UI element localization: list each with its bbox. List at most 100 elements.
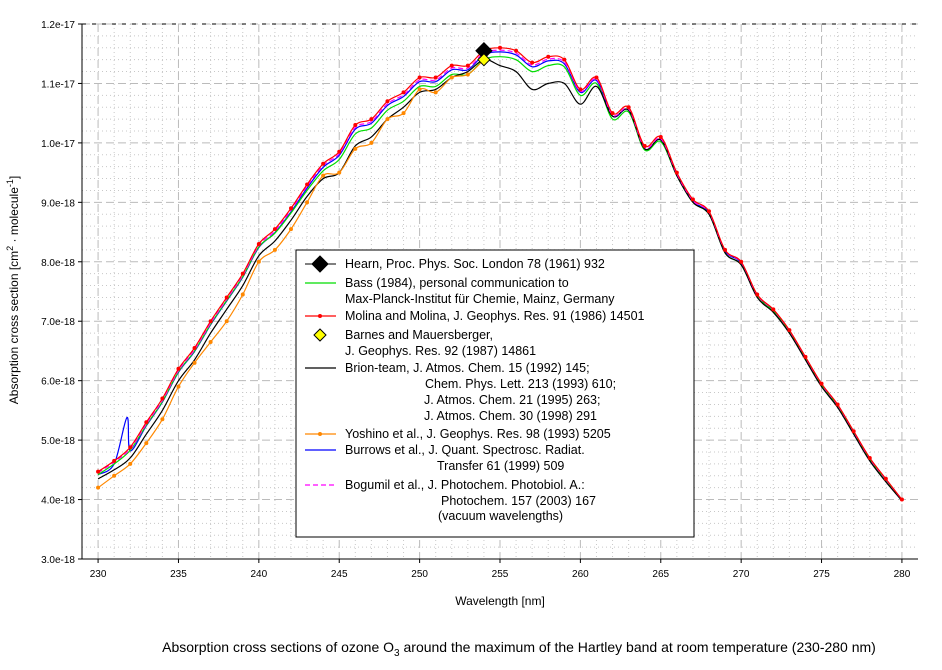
x-tick-label: 280	[894, 569, 911, 580]
series-molina-and-molina-point	[867, 455, 872, 460]
x-tick-label: 245	[331, 569, 348, 580]
series-molina-and-molina-point	[433, 75, 438, 80]
series-yoshino-et-al-point	[385, 117, 390, 122]
legend-entry-yoshino-et-al: Yoshino et al., J. Geophys. Res. 98 (199…	[305, 427, 611, 441]
axes: 230 235 240 245 250 255 260 265 270 275 280 3.0e-18…	[41, 20, 918, 580]
series-yoshino-et-al-point	[337, 170, 342, 175]
legend-label: Bass (1984), personal communication to	[345, 276, 569, 290]
x-tick-label: 270	[733, 569, 750, 580]
legend-label: Chem. Phys. Lett. 213 (1993) 610;	[425, 377, 616, 391]
y-tick-label: 5.0e-18	[41, 436, 75, 447]
series-molina-and-molina-point	[883, 476, 888, 481]
legend-label: Molina and Molina, J. Geophys. Res. 91 (…	[345, 309, 645, 323]
series-brion-team-line	[97, 58, 903, 502]
legend-label: Max-Planck-Institut für Chemie, Mainz, G…	[345, 292, 615, 306]
y-axis-label-text: · molecule	[7, 187, 21, 246]
x-tick-label: 235	[170, 569, 187, 580]
series-molina-and-molina-point	[96, 469, 101, 474]
x-tick-label: 275	[813, 569, 830, 580]
series-molina-and-molina-point	[755, 292, 760, 297]
legend-swatch-dot	[318, 432, 322, 436]
legend: Hearn, Proc. Phys. Soc. London 78 (1961)…	[295, 249, 695, 538]
series-bass-line	[97, 56, 903, 500]
series-molina-and-molina-point	[578, 87, 583, 92]
series-yoshino-et-al-point	[208, 340, 213, 345]
series-yoshino-et-al-point	[417, 87, 422, 92]
series-yoshino-et-al-point	[176, 384, 181, 389]
y-axis-label-sup: -1	[5, 179, 15, 187]
chart-title-text: Absorption cross sections of ozone O	[162, 639, 394, 655]
y-tick-label: 6.0e-18	[41, 377, 75, 388]
legend-swatch-dot	[318, 314, 322, 318]
series-molina-and-molina-point	[787, 328, 792, 333]
series-molina-and-molina-point	[289, 206, 293, 211]
series-molina-and-molina-point	[417, 75, 422, 80]
legend-label: J. Atmos. Chem. 21 (1995) 263;	[424, 393, 600, 407]
series-yoshino-et-al-point	[449, 75, 454, 80]
y-axis-label-text: ]	[7, 176, 21, 179]
legend-entry-burrows-et-al: Burrows et al., J. Quant. Spectrosc. Rad…	[305, 443, 585, 473]
series-molina-and-molina-point	[144, 420, 149, 425]
series-yoshino-et-al-point	[401, 111, 406, 116]
series-yoshino-et-al-point	[96, 485, 101, 490]
series-molina-and-molina-point	[385, 99, 390, 104]
series-molina-and-molina-point	[305, 182, 310, 187]
grid	[82, 23, 918, 560]
y-axis-label-sup: 2	[5, 246, 15, 251]
series-molina-and-molina-point	[369, 117, 374, 122]
series-yoshino-et-al-point	[272, 247, 277, 252]
legend-entry-hearn: Hearn, Proc. Phys. Soc. London 78 (1961)…	[305, 255, 605, 273]
x-tick-label: 240	[251, 569, 268, 580]
series-molina-and-molina-point	[690, 197, 695, 202]
series-yoshino-et-al-point	[160, 417, 165, 422]
series-molina-and-molina-point	[899, 497, 904, 502]
series-molina-and-molina-point	[224, 295, 229, 300]
series-yoshino-et-al-point	[240, 292, 245, 297]
series-molina-and-molina-point	[514, 48, 519, 53]
series-molina-and-molina-point	[465, 63, 470, 68]
x-tick-label: 255	[492, 569, 509, 580]
series-molina-and-molina-point	[160, 396, 165, 401]
series-yoshino-et-al-point	[433, 90, 438, 95]
series-molina-and-molina-point	[337, 149, 342, 154]
series-layer	[96, 42, 904, 502]
series-molina-and-molina-point	[819, 381, 824, 386]
series-molina-and-molina-point	[401, 90, 406, 95]
y-axis-label-text: Absorption cross section [cm	[7, 251, 21, 404]
legend-label: Hearn, Proc. Phys. Soc. London 78 (1961)…	[345, 257, 605, 271]
legend-label: J. Geophys. Res. 92 (1987) 14861	[345, 344, 536, 358]
series-molina-and-molina-point	[353, 123, 358, 128]
series-molina-and-molina-point	[208, 319, 213, 324]
y-axis-label: Absorption cross section [cm2 · molecule…	[5, 176, 21, 404]
series-yoshino-et-al-point	[321, 173, 326, 178]
legend-swatch-diamond	[313, 328, 327, 342]
series-yoshino-et-al-point	[112, 473, 117, 478]
series-molina-and-molina-point	[240, 271, 245, 276]
chart-title-sub: 3	[394, 648, 400, 659]
series-molina-and-molina-point	[771, 307, 776, 312]
y-tick-label: 8.0e-18	[41, 258, 75, 269]
series-molina-and-molina-point	[851, 429, 856, 434]
series-molina-and-molina-point	[112, 458, 117, 463]
series-yoshino-et-al-point	[305, 200, 310, 205]
y-tick-label: 1.1e-17	[41, 79, 75, 90]
legend-label: J. Atmos. Chem. 30 (1998) 291	[424, 409, 597, 423]
legend-entry-brion-team: Brion-team, J. Atmos. Chem. 15 (1992) 14…	[305, 361, 616, 423]
series-molina-and-molina-point	[739, 259, 744, 264]
y-tick-label: 1.0e-17	[41, 139, 75, 150]
legend-label: Photochem. 157 (2003) 167	[441, 494, 596, 508]
series-molina-and-molina-point	[498, 45, 502, 50]
series-yoshino-et-al-point	[224, 319, 229, 324]
series-molina-and-molina-point	[610, 111, 615, 116]
legend-label: Brion-team, J. Atmos. Chem. 15 (1992) 14…	[345, 361, 590, 375]
series-molina-and-molina-point	[546, 54, 551, 59]
series-molina-and-molina-point	[192, 345, 197, 350]
series-molina-and-molina-point	[626, 105, 631, 110]
series-molina-and-molina-point	[642, 143, 647, 148]
chart-title-text: around the maximum of the Hartley band a…	[400, 639, 876, 655]
legend-label: Bogumil et al., J. Photochem. Photobiol.…	[345, 478, 585, 492]
y-tick-label: 4.0e-18	[41, 496, 75, 507]
legend-entry-bass: Bass (1984), personal communication to Ma…	[305, 276, 615, 306]
x-tick-label: 230	[90, 569, 107, 580]
series-molina-and-molina-point	[803, 354, 808, 359]
